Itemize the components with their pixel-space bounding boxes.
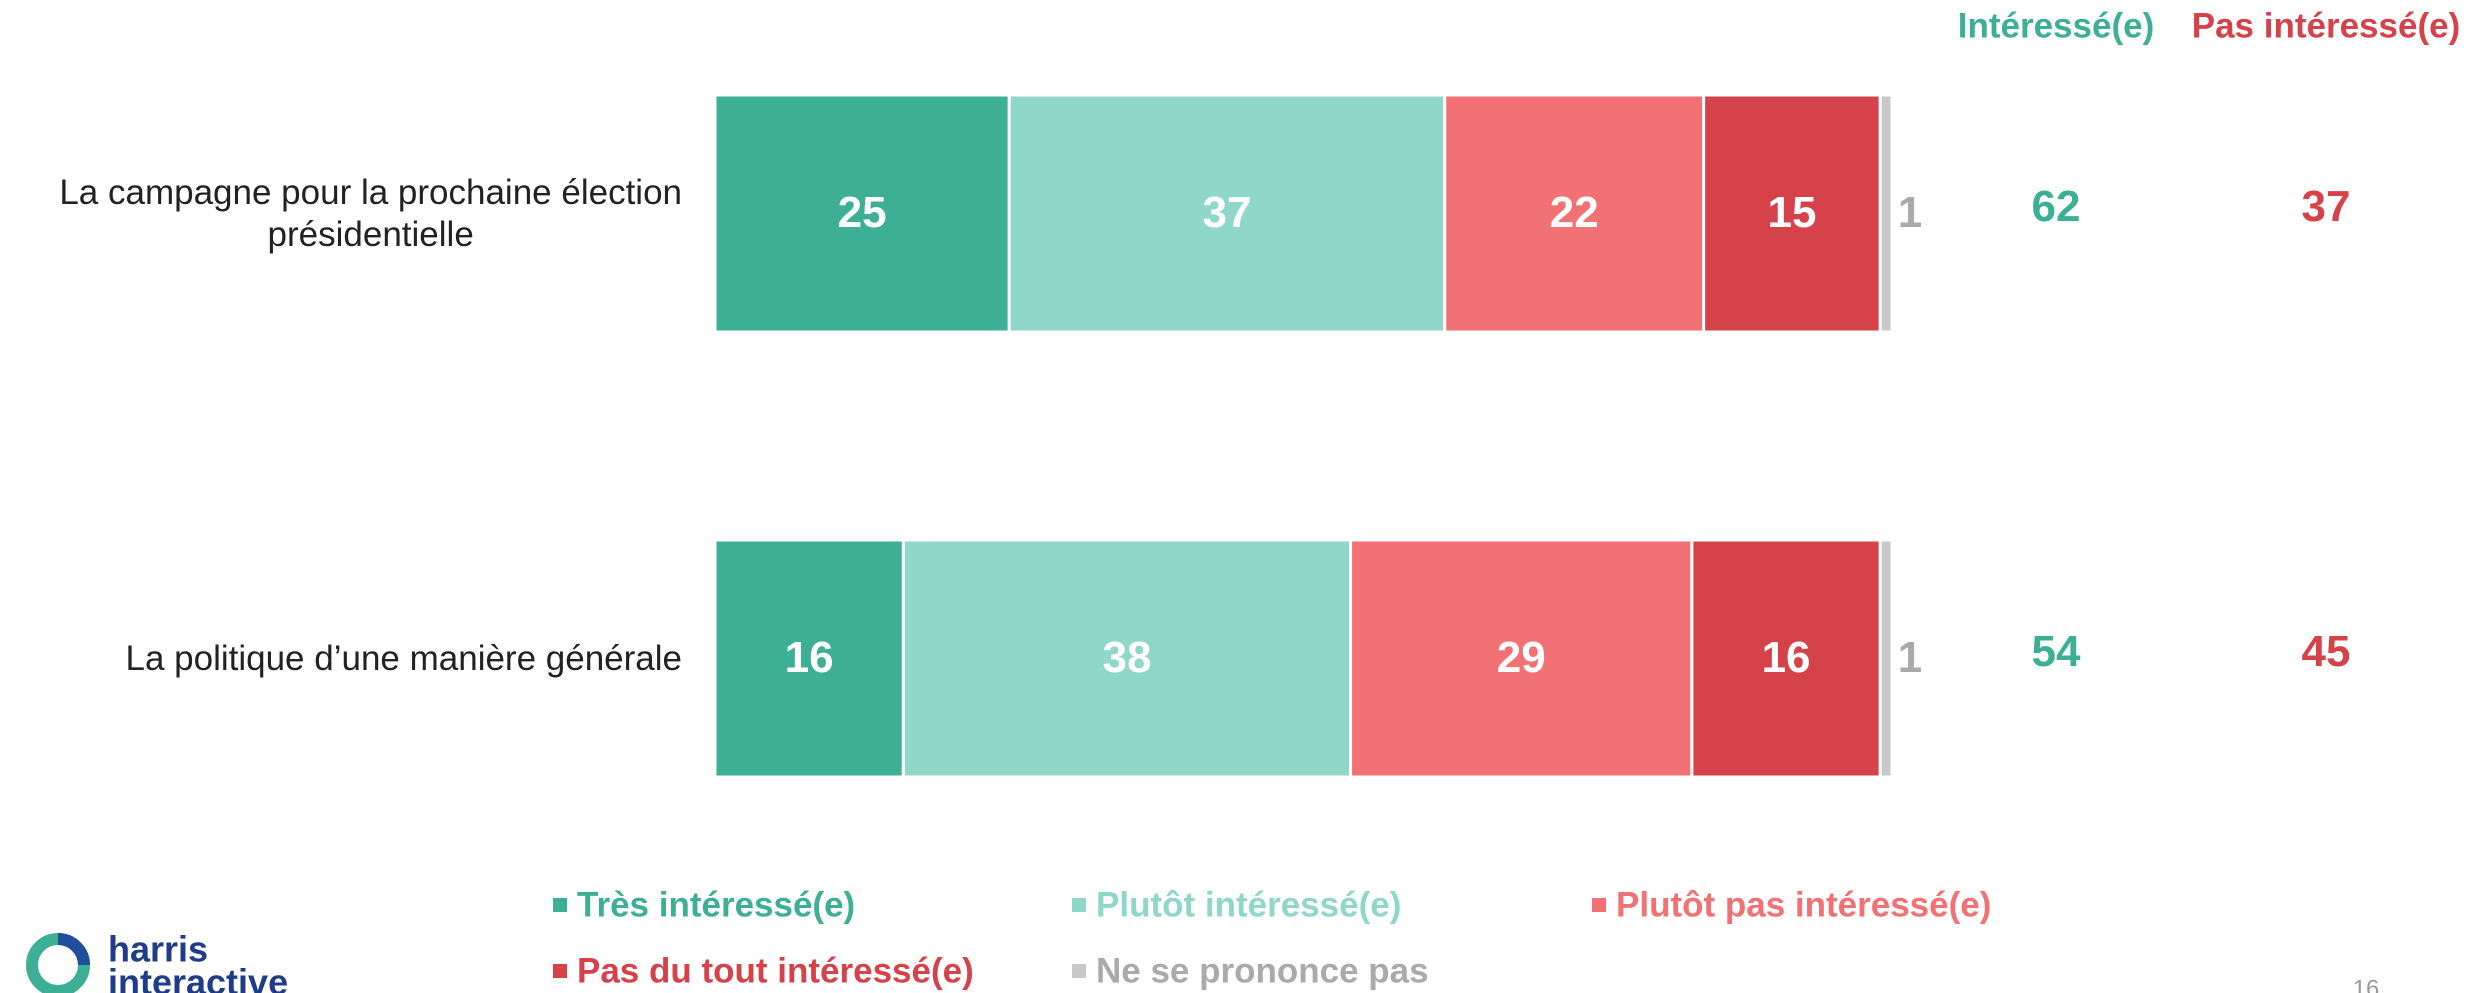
value-label: 15 [1767,188,1816,237]
logo-text: harris [108,929,208,970]
net-header: Pas intéressé(e) [2192,6,2460,45]
bar-segment [1349,538,1694,779]
bar-segment [713,538,905,779]
value-label: 1 [1898,188,1922,237]
value-label: 38 [1102,633,1151,682]
page-number: 16 [2353,975,2380,993]
legend-label: Très intéressé(e) [577,885,855,924]
value-label: 16 [785,633,834,682]
logo: harris interactive [26,929,288,993]
bar-segment [1878,538,1894,779]
legend-label: Pas du tout intéressé(e) [577,951,974,990]
net-value: 62 [2032,182,2081,231]
legend-label: Ne se prononce pas [1096,951,1429,990]
legend-marker [553,964,567,978]
legend-marker [1072,898,1086,912]
bar-segment [1702,93,1882,334]
legend-label: Plutôt intéressé(e) [1096,885,1401,924]
net-value: 45 [2302,627,2351,676]
legend-marker [1592,898,1606,912]
net-value: 54 [2032,627,2081,676]
value-label: 29 [1497,633,1546,682]
value-label: 37 [1203,188,1252,237]
value-label: 16 [1762,633,1811,682]
bar-segment [901,538,1353,779]
logo-text: interactive [108,962,288,993]
bar-segment [1443,93,1706,334]
category-label-box: La campagne pour la prochaine élection p… [0,154,682,274]
bar-segment [1690,538,1882,779]
category-label-box: La politique d’une manière générale [0,599,682,719]
legend-marker [553,898,567,912]
category-label: La politique d’une manière générale [125,638,682,678]
logo-ring-accent [57,933,90,966]
bar-segment [1878,93,1894,334]
value-label: 25 [838,188,887,237]
legend-marker [1072,964,1086,978]
bar-segment [1007,93,1447,334]
category-label: La campagne pour la prochaine élection p… [59,172,682,254]
value-label: 1 [1898,633,1922,682]
net-header: Intéressé(e) [1958,6,2154,45]
legend-label: Plutôt pas intéressé(e) [1616,885,1991,924]
value-label: 22 [1550,188,1599,237]
bar-segment [713,93,1011,334]
net-value: 37 [2302,182,2351,231]
